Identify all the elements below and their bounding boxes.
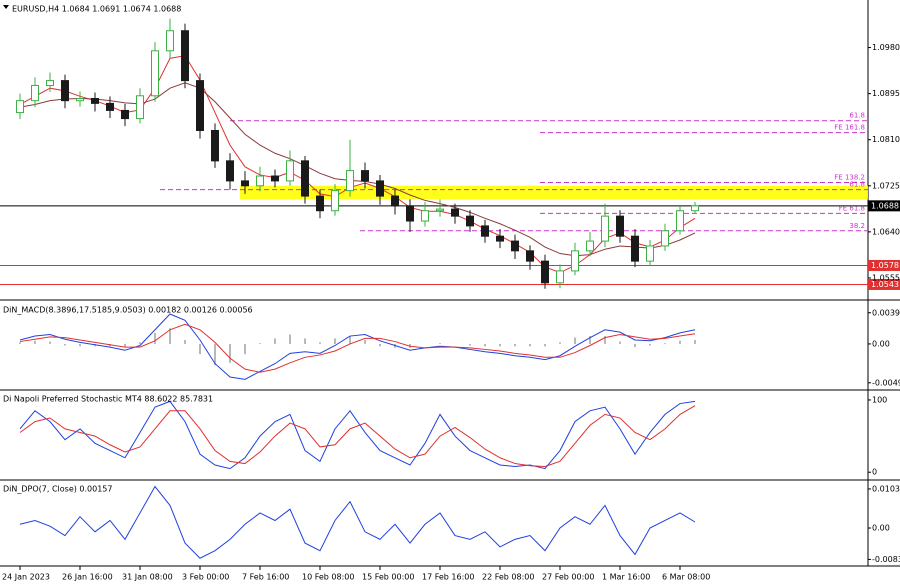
y-tick-label: 1.0895 [872, 89, 900, 98]
x-tick-label: 27 Feb 00:00 [542, 573, 594, 582]
panel-title: DiN_DPO(7, Close) 0.00157 [3, 485, 112, 494]
candle-body [376, 180, 384, 197]
candle-body [691, 205, 699, 212]
x-tick-label: 15 Feb 00:00 [362, 573, 414, 582]
symbol-menu-icon[interactable] [3, 5, 9, 9]
candle-body [571, 250, 579, 272]
candle-body [256, 175, 264, 187]
candle-body [301, 160, 309, 197]
fib-label: FE 61.8 [839, 204, 865, 212]
candle-body [241, 180, 249, 187]
candle-body [316, 195, 324, 212]
indicator-line [19, 323, 696, 373]
fib-label: 61.8 [849, 112, 865, 120]
y-tick-label: 1.0555 [872, 273, 900, 282]
x-tick-label: 7 Feb 16:00 [242, 573, 289, 582]
moving-average [19, 82, 696, 257]
x-tick-label: 3 Feb 00:00 [182, 573, 229, 582]
candle-body [676, 210, 684, 232]
fib-label: FE 161.8 [834, 124, 865, 132]
y-tick-label: -0.00832 [872, 555, 900, 564]
candle-body [76, 97, 84, 102]
candle-body [406, 205, 414, 222]
moving-average [19, 55, 696, 274]
candle-body [466, 215, 474, 227]
candle-body [106, 102, 114, 111]
indicator-line [19, 485, 696, 559]
x-tick-label: 17 Feb 16:00 [422, 573, 474, 582]
x-tick-label: 10 Feb 08:00 [302, 573, 354, 582]
price-level-label: 1.0688 [871, 201, 899, 210]
price-level-box [868, 259, 900, 271]
candle-body [331, 190, 339, 212]
y-tick-label: 1.0980 [872, 43, 900, 52]
candle-body [16, 100, 24, 114]
x-tick-label: 22 Feb 08:00 [482, 573, 534, 582]
candle-body [601, 215, 609, 242]
panel-title: Di Napoli Preferred Stochastic MT4 88.60… [3, 395, 213, 404]
x-tick-label: 1 Mar 16:00 [602, 573, 650, 582]
candle-body [136, 95, 144, 120]
candle-body [511, 240, 519, 252]
x-tick-label: 24 Jan 2023 [2, 573, 50, 582]
candle-body [646, 245, 654, 262]
panel-title: DiN_MACD(8.3896,17.5185,9.0503) 0.00182 … [3, 306, 253, 315]
price-level-box [868, 278, 900, 290]
y-tick-label: 1.0810 [872, 135, 900, 144]
fib-label: 38.2 [849, 222, 865, 230]
y-tick-label: 0.00 [872, 524, 890, 533]
candle-body [31, 84, 39, 102]
candle-body [271, 175, 279, 182]
candle-body [496, 235, 504, 242]
candle-body [541, 260, 549, 284]
candle-body [436, 208, 444, 212]
y-tick-label: -0.00494 [872, 378, 900, 387]
candle-body [46, 80, 54, 86]
candle-body [211, 129, 219, 162]
fib-label: FE 138.2 [834, 174, 865, 182]
candle-body [91, 97, 99, 104]
candle-body [556, 270, 564, 284]
y-tick-label: 1.0725 [872, 181, 900, 190]
panel-title: EURUSD,H4 1.0684 1.0691 1.0674 1.0688 [12, 5, 181, 14]
y-tick-label: 0.00396 [872, 308, 900, 317]
candle-body [346, 170, 354, 192]
candle-body [451, 208, 459, 217]
y-tick-label: 0 [872, 468, 877, 477]
candle-body [361, 170, 369, 182]
y-tick-label: 100 [872, 395, 887, 404]
indicator-line [19, 313, 696, 380]
price-level-label: 1.0543 [871, 280, 899, 289]
y-tick-label: 1.0640 [872, 227, 900, 236]
candle-body [616, 215, 624, 237]
y-tick-label: 0.01036 [872, 484, 900, 493]
candle-body [661, 230, 669, 247]
candle-body [631, 235, 639, 262]
candle-body [286, 160, 294, 182]
candle-body [481, 225, 489, 237]
candle-body [196, 80, 204, 131]
candle-body [586, 240, 594, 252]
x-tick-label: 31 Jan 08:00 [122, 573, 173, 582]
x-tick-label: 26 Jan 16:00 [62, 573, 113, 582]
indicator-line [19, 405, 696, 467]
price-level-label: 1.0578 [871, 261, 899, 270]
y-tick-label: 0.00 [872, 339, 890, 348]
candle-body [166, 30, 174, 52]
candle-body [151, 50, 159, 97]
x-tick-label: 6 Mar 08:00 [662, 573, 710, 582]
candle-body [391, 195, 399, 207]
indicator-line [19, 400, 696, 470]
candle-body [121, 109, 129, 120]
fib-label: 61.8 [849, 181, 865, 189]
candle-body [226, 160, 234, 182]
candle-body [526, 250, 534, 262]
price-level-box [868, 200, 900, 212]
candle-body [61, 80, 69, 102]
candle-body [421, 210, 429, 222]
candle-body [181, 30, 189, 82]
